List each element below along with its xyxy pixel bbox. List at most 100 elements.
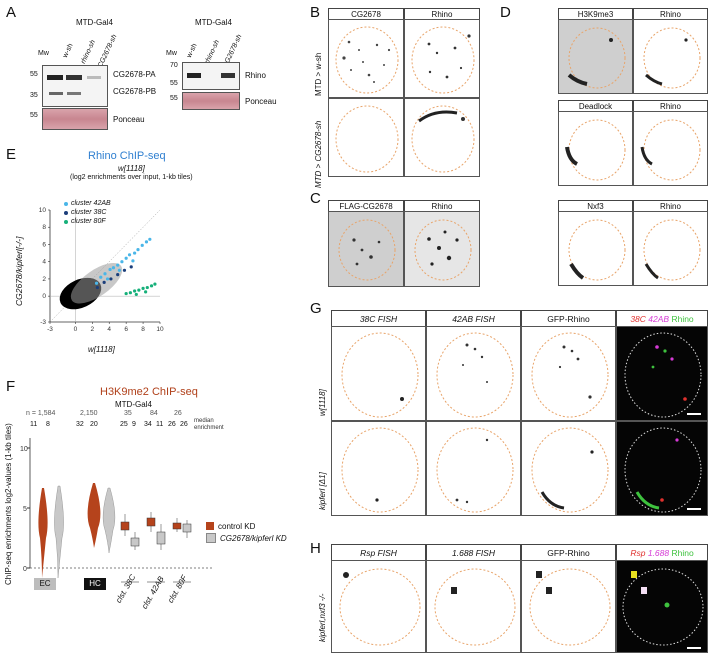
- e-point-cluster-80f: [137, 288, 141, 292]
- e-subtitle: (log2 enrichments over input, 1-kb tiles…: [70, 174, 193, 181]
- h-image-1: [331, 560, 426, 653]
- f-count-2: 2,150: [80, 410, 98, 417]
- h-merge-rsp: Rsp: [630, 548, 646, 558]
- panel-label-a: A: [6, 4, 17, 21]
- e-point-cluster-42ab: [136, 248, 140, 252]
- h-merge-rhino: Rhino: [671, 548, 694, 558]
- g-image-2: [426, 326, 521, 421]
- f-legend-kd: CG2678/kipferl KD: [220, 533, 287, 543]
- b-image-2: [404, 19, 480, 98]
- e-point-cluster-80f: [141, 286, 145, 290]
- e-ytick-label: 8: [42, 224, 46, 231]
- blot1-ponceau-image: [42, 108, 108, 130]
- e-point-cluster-42ab: [133, 251, 137, 255]
- c-header-flag: FLAG-CG2678: [328, 200, 404, 211]
- svg-text:5: 5: [23, 506, 27, 513]
- f-legend-control-swatch: [206, 522, 214, 530]
- e-xtick-label: 0: [74, 326, 78, 333]
- blot2-mw: Mw: [166, 50, 177, 57]
- e-legend: cluster 42AB cluster 38C cluster 80F: [64, 199, 111, 226]
- b-header-rhino: Rhino: [404, 8, 480, 19]
- blot1-marker-35: 35: [30, 92, 38, 99]
- f-count-4: 84: [150, 410, 158, 417]
- e-point-cluster-42ab: [108, 267, 112, 272]
- f-median-8: 11: [156, 421, 164, 428]
- f-ylabel: ChIP-seq enrichments log2-values (1-kb t…: [4, 423, 13, 585]
- blot2-marker-55b: 55: [170, 95, 178, 102]
- e-ytick-label: 6: [42, 241, 46, 248]
- e-ylabel: CG2678/kipferl[-/-]: [14, 236, 24, 306]
- blot2-marker-55: 55: [170, 80, 178, 87]
- e-ytick-label: -3: [40, 319, 46, 326]
- f-legend-control: control KD: [218, 521, 256, 531]
- f-median-9: 26: [168, 421, 176, 428]
- g-row-kipferl: kipferl [Δ1]: [318, 472, 327, 510]
- g-header-38c: 38C FISH: [331, 310, 426, 326]
- g-image-merge-2: [616, 421, 708, 516]
- e-xtick-label: -3: [47, 326, 53, 333]
- g-merge-38c: 38C: [630, 314, 646, 324]
- h-header-rsp: Rsp FISH: [331, 544, 426, 560]
- d-image-3: [558, 111, 633, 186]
- blot1-band-pb: CG2678-PB: [113, 87, 157, 96]
- legend-38c-marker: [64, 210, 68, 215]
- h-image-3: [521, 560, 616, 653]
- h-header-gfp: GFP-Rhino: [521, 544, 616, 560]
- d-header-deadlock: Deadlock: [558, 100, 633, 111]
- e-point-cluster-42ab: [144, 240, 149, 244]
- e-point-cluster-42ab: [105, 277, 110, 281]
- e-point-cluster-42ab: [111, 266, 116, 270]
- legend-42ab-marker: [64, 201, 68, 206]
- f-legend-kd-swatch: [206, 533, 216, 543]
- e-point-cluster-42ab: [148, 237, 152, 241]
- c-image-1: [328, 211, 404, 287]
- blot2-membrane: [182, 62, 240, 90]
- f-legend: control KD CG2678/kipferl KD: [206, 520, 287, 544]
- f-count-3: 35: [124, 410, 132, 417]
- f-median-2: 8: [46, 421, 50, 428]
- d-header-nxf3: Nxf3: [558, 200, 633, 211]
- d-header-h3k9me3: H3K9me3: [558, 8, 633, 19]
- e-top-label: w[1118]: [118, 164, 145, 173]
- blot1-mw: Mw: [38, 50, 49, 57]
- f-violin-plot: 10 5 0: [20, 438, 213, 583]
- e-point-cluster-42ab: [120, 260, 124, 264]
- f-group-hc: HC: [84, 578, 106, 590]
- b-image-3: [328, 98, 404, 177]
- g-image-6: [521, 421, 616, 516]
- legend-80f-marker: [64, 219, 68, 224]
- g-header-42ab: 42AB FISH: [426, 310, 521, 326]
- e-point-cluster-42ab: [131, 259, 135, 263]
- e-xtick-label: 6: [124, 326, 128, 333]
- f-median-6: 9: [132, 421, 136, 428]
- blot1-ponceau: Ponceau: [113, 115, 145, 124]
- g-image-1: [331, 326, 426, 421]
- e-point-cluster-80f: [134, 292, 138, 297]
- blot2-ponceau-image: [182, 92, 240, 110]
- panel-label-f: F: [6, 378, 16, 395]
- h-header-merge: Rsp 1.688 Rhino: [616, 544, 708, 560]
- d-header-rhino-2: Rhino: [633, 100, 708, 111]
- e-point-cluster-42ab: [127, 253, 132, 257]
- b-row-wsh: MTD > w-sh: [314, 52, 323, 96]
- blot2-ponceau: Ponceau: [245, 97, 277, 106]
- h-image-2: [426, 560, 521, 653]
- h-merge-1688: 1.688: [647, 548, 670, 558]
- blot1-membrane: [42, 65, 108, 107]
- b-image-4: [404, 98, 480, 177]
- blot1-band-pa: CG2678-PA: [113, 70, 156, 79]
- e-xtick-label: 8: [141, 326, 145, 333]
- e-ytick-label: 0: [42, 293, 46, 300]
- d-image-6: [633, 211, 708, 286]
- b-image-1: [328, 19, 404, 98]
- d-image-5: [558, 211, 633, 286]
- d-image-4: [633, 111, 708, 186]
- e-point-cluster-42ab: [116, 263, 120, 267]
- h-header-1688: 1.688 FISH: [426, 544, 521, 560]
- e-point-cluster-38c: [95, 285, 99, 290]
- blot1-marker-55b: 55: [30, 112, 38, 119]
- e-point-cluster-42ab: [117, 268, 121, 272]
- e-scatter-plot: -3 0 2 4 6 8 10 -3 0 2 4 6 8 10: [39, 207, 164, 333]
- e-point-cluster-42ab: [99, 275, 103, 279]
- f-median-7: 34: [144, 421, 152, 428]
